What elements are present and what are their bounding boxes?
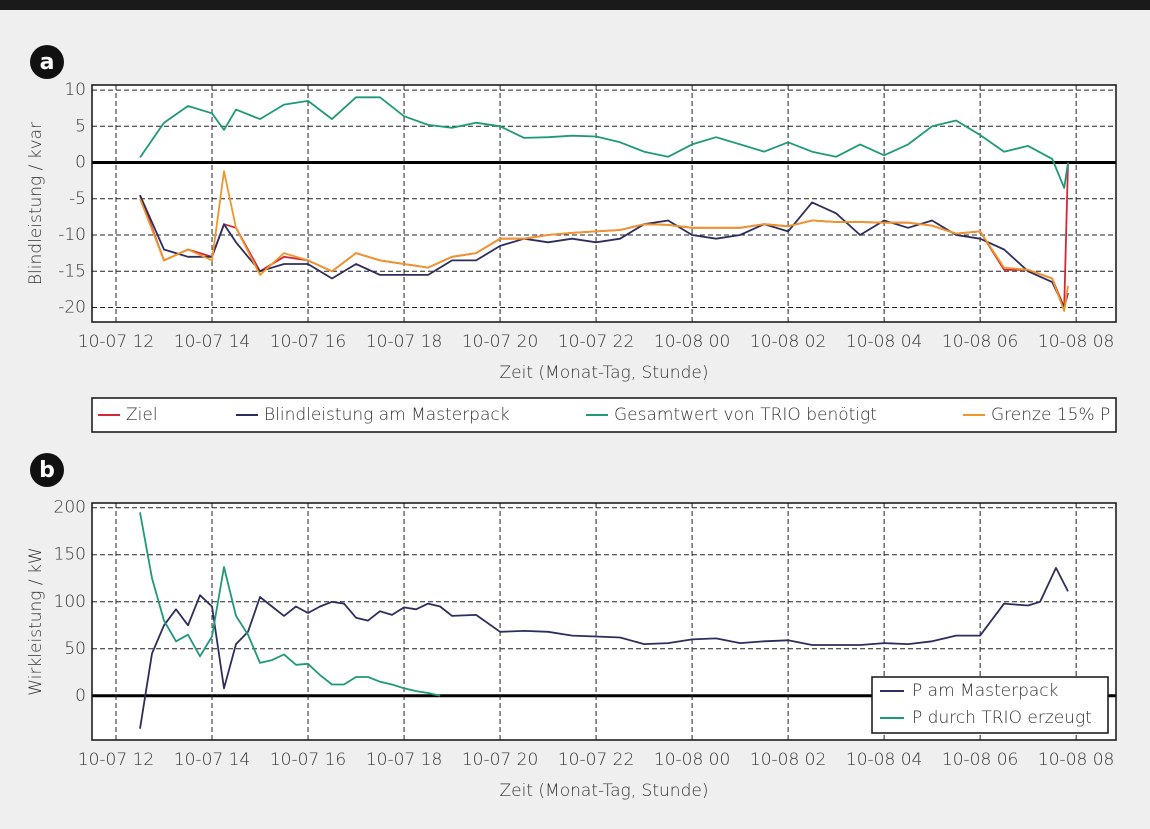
legend-label: Blindleistung am Masterpack [264, 405, 510, 425]
y-tick-label: -10 [58, 225, 86, 245]
y-tick-label: -15 [58, 261, 86, 281]
panel-badge [30, 45, 64, 79]
y-tick-label: 150 [54, 545, 86, 565]
x-tick-label: 10-08 04 [846, 750, 922, 770]
x-tick-label: 10-07 22 [558, 332, 634, 352]
x-tick-label: 10-07 16 [270, 332, 346, 352]
legend-label: Grenze 15% P [991, 405, 1110, 425]
y-tick-label: 50 [64, 639, 86, 659]
x-tick-label: 10-07 20 [462, 332, 538, 352]
x-tick-label: 10-08 08 [1038, 332, 1114, 352]
x-tick-label: 10-07 18 [366, 750, 442, 770]
x-tick-label: 10-07 20 [462, 750, 538, 770]
y-tick-label: -5 [69, 189, 86, 209]
x-tick-label: 10-08 06 [942, 750, 1018, 770]
x-tick-label: 10-08 06 [942, 332, 1018, 352]
plot-frame [91, 84, 1117, 323]
series-line [139, 194, 1069, 309]
y-tick-label: 5 [75, 116, 86, 136]
legend-box [871, 676, 1109, 734]
x-tick-label: 10-07 22 [558, 750, 634, 770]
series-line [139, 170, 1069, 312]
y-tick-label: 0 [75, 153, 86, 173]
x-tick-label: 10-07 14 [174, 750, 250, 770]
x-tick-label: 10-07 18 [366, 332, 442, 352]
series-line [139, 96, 1069, 189]
legend-label: Gesamtwert von TRIO benötigt [614, 405, 877, 425]
x-tick-label: 10-08 08 [1038, 750, 1114, 770]
series-line [139, 512, 441, 697]
x-tick-label: 10-07 12 [78, 332, 154, 352]
plot-area [92, 85, 1116, 322]
y-tick-label: 100 [54, 592, 86, 612]
x-tick-label: 10-08 00 [654, 750, 730, 770]
x-tick-label: 10-08 02 [750, 332, 826, 352]
panel-label: b [39, 458, 55, 483]
top-bar [0, 0, 1150, 10]
legend-label: P durch TRIO erzeugt [912, 708, 1092, 728]
y-tick-label: 10 [64, 80, 86, 100]
y-tick-label: -20 [58, 298, 86, 318]
plot-frame [91, 502, 1117, 741]
y-axis-label: Blindleistung / kvar [26, 122, 46, 285]
x-tick-label: 10-08 02 [750, 750, 826, 770]
legend-label: Ziel [126, 405, 158, 425]
panel-badge [30, 453, 64, 487]
y-tick-label: 200 [54, 498, 86, 518]
x-tick-label: 10-07 14 [174, 332, 250, 352]
x-tick-label: 10-08 04 [846, 332, 922, 352]
x-tick-label: 10-07 12 [78, 750, 154, 770]
legend-label: P am Masterpack [912, 681, 1059, 701]
x-axis-label: Zeit (Monat-Tag, Stunde) [500, 363, 709, 383]
x-tick-label: 10-08 00 [654, 332, 730, 352]
y-axis-label: Wirkleistung / kW [26, 547, 46, 695]
y-tick-label: 0 [75, 686, 86, 706]
panel-label: a [40, 50, 55, 75]
x-tick-label: 10-07 16 [270, 750, 346, 770]
series-line [139, 567, 1069, 729]
x-axis-label: Zeit (Monat-Tag, Stunde) [500, 781, 709, 801]
